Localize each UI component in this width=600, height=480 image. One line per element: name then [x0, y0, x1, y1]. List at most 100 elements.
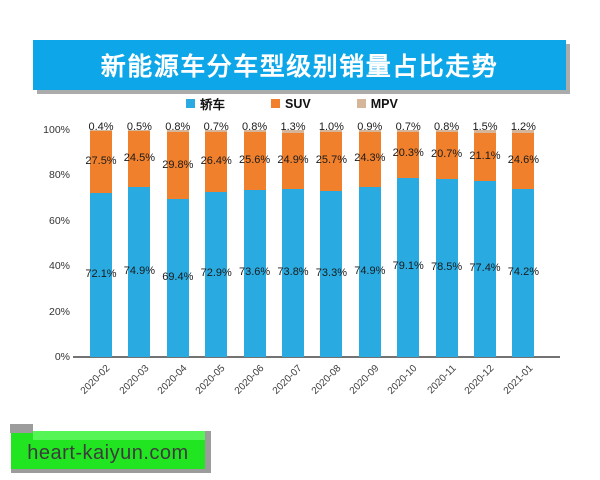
y-tick-label: 40%: [48, 260, 70, 273]
x-tick-label: 2020-10: [386, 363, 420, 397]
bar-segment-mpv: [512, 130, 535, 133]
suv-value-label: 24.9%: [277, 154, 309, 167]
bar-segment-mpv: [282, 130, 304, 133]
mpv-value-label: 0.4%: [88, 121, 114, 133]
x-tick-label: 2020-11: [425, 363, 459, 397]
suv-value-label: 24.5%: [123, 152, 155, 165]
bar-segment-suv: [320, 132, 343, 191]
stacked-bar-2020-12: [474, 130, 496, 357]
mpv-value-label: 0.9%: [357, 121, 383, 133]
suv-value-label: 24.3%: [354, 152, 386, 165]
stacked-bar-2020-05: [205, 130, 228, 357]
suv-swatch: [271, 99, 281, 108]
bar-segment-sedan: [243, 189, 266, 357]
mpv-value-label: 0.8%: [242, 121, 268, 133]
y-tick-label: 100%: [43, 124, 70, 136]
suv-value-label: 20.3%: [392, 147, 424, 160]
y-tick-label: 80%: [48, 169, 70, 182]
chart-legend: 轿车 SUV MPV: [186, 94, 398, 113]
mpv-swatch: [356, 99, 366, 108]
bar-segment-suv: [397, 131, 420, 178]
watermark-shadow-bottom: [11, 469, 211, 473]
bar-segment-sedan: [205, 191, 228, 357]
bar-segment-sedan: [397, 177, 420, 357]
bar-segment-sedan: [128, 186, 151, 357]
bar-segment-mpv: [320, 130, 343, 133]
suv-value-label: 25.6%: [238, 153, 271, 166]
suv-value-label: 29.8%: [162, 158, 194, 171]
legend-label-sedan: 轿车: [200, 98, 226, 112]
mpv-value-label: 1.5%: [472, 121, 498, 133]
x-tick-label: 2020-12: [463, 363, 497, 397]
bar-segment-sedan: [512, 188, 535, 357]
bar-segment-suv: [166, 131, 189, 200]
bar-segment-sedan: [320, 190, 343, 357]
x-tick-label: 2020-02: [79, 363, 113, 397]
mpv-value-label: 0.8%: [165, 121, 191, 133]
y-axis: 0% 20% 40% 60% 80% 100%: [28, 124, 70, 363]
legend-label-suv: SUV: [285, 96, 311, 111]
suv-value-label: 26.4%: [200, 154, 232, 167]
bar-segment-mpv: [166, 130, 189, 132]
stacked-bar-2020-10: [397, 130, 420, 357]
mpv-value-label: 1.3%: [280, 121, 306, 133]
sedan-value-label: 79.1%: [392, 260, 424, 273]
stacked-bar-2020-02: [90, 130, 112, 357]
sedan-swatch: [186, 99, 195, 108]
stacked-bar-2020-04: [166, 130, 189, 357]
mpv-value-label: 0.8%: [434, 121, 460, 133]
legend-label-mpv: MPV: [370, 96, 398, 111]
bar-segment-sedan: [282, 189, 304, 357]
mpv-value-label: 0.5%: [126, 121, 152, 133]
sedan-value-label: 74.2%: [507, 265, 539, 278]
bar-segment-suv: [435, 131, 458, 179]
legend-item-mpv: MPV: [356, 96, 398, 111]
bar-segment-suv: [358, 132, 381, 188]
sedan-value-label: 74.9%: [354, 264, 386, 277]
bar-segment-sedan: [474, 181, 496, 357]
x-tick-label: 2020-05: [194, 363, 228, 397]
bar-segment-suv: [474, 133, 496, 182]
y-tick-label: 0%: [54, 351, 70, 363]
sedan-value-label: 73.6%: [238, 266, 271, 279]
x-tick-label: 2020-06: [232, 363, 267, 397]
y-tick-label: 20%: [48, 305, 70, 318]
sedan-value-label: 72.9%: [200, 267, 232, 280]
legend-item-suv: SUV: [271, 97, 311, 111]
sedan-value-label: 69.4%: [162, 271, 194, 284]
watermark-gray-tab: [10, 424, 33, 433]
sedan-value-label: 73.3%: [315, 266, 347, 279]
bar-segment-sedan: [90, 193, 112, 357]
stacked-bar-2020-11: [435, 130, 458, 357]
x-tick-label: 2020-08: [309, 363, 344, 397]
sedan-value-label: 73.8%: [277, 266, 309, 279]
x-tick-label: 2020-07: [271, 363, 305, 397]
bar-segment-mpv: [205, 130, 228, 132]
bar-segment-sedan: [358, 187, 381, 357]
title-banner: 新能源车分车型级别销量占比走势: [33, 40, 566, 90]
sedan-value-label: 77.4%: [469, 262, 501, 275]
suv-value-label: 25.7%: [315, 154, 347, 167]
mpv-value-label: 1.0%: [318, 121, 344, 133]
watermark-light-strip: [33, 431, 205, 440]
mpv-value-label: 1.2%: [510, 121, 536, 133]
suv-value-label: 20.7%: [430, 148, 463, 161]
stacked-bar-2020-07: [282, 130, 304, 357]
bar-segment-mpv: [128, 130, 151, 132]
bar-segment-sedan: [166, 199, 189, 357]
bar-segment-mpv: [358, 130, 381, 133]
x-tick-label: 2021-01: [501, 363, 536, 397]
bar-segment-suv: [282, 132, 304, 190]
stacked-bar-2020-08: [320, 130, 343, 357]
bar-segment-mpv: [90, 130, 112, 131]
page-title: 新能源车分车型级别销量占比走势: [100, 53, 499, 81]
stacked-bar-2021-01: [512, 130, 535, 357]
bar-segment-suv: [512, 132, 535, 189]
x-tick-label: 2020-09: [347, 363, 382, 397]
bar-segment-suv: [205, 131, 228, 192]
watermark-text: heart-kaiyun.com: [27, 441, 189, 464]
suv-value-label: 21.1%: [469, 150, 501, 163]
x-tick-label: 2020-03: [117, 363, 152, 397]
bar-segment-mpv: [243, 130, 266, 132]
